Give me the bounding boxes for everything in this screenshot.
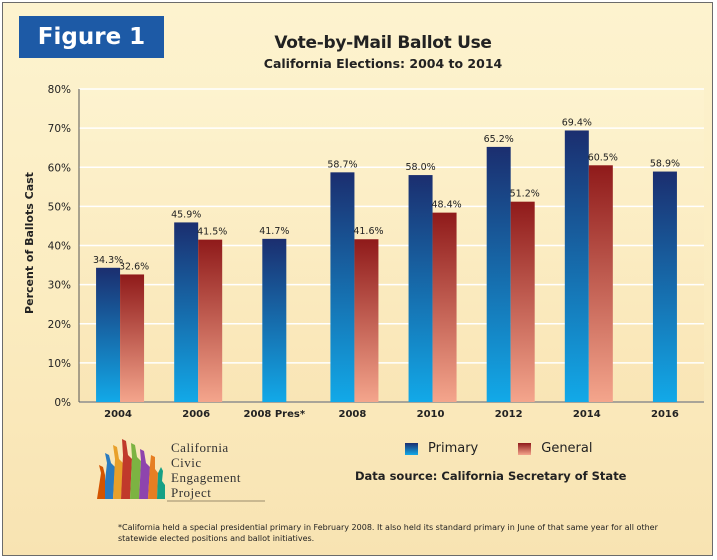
bar-general-2008 [354, 239, 379, 402]
data-label-general: 51.2% [510, 189, 540, 200]
x-tick-label: 2010 [417, 409, 445, 420]
data-label-general: 41.5% [197, 227, 227, 238]
x-tick-label: 2006 [182, 409, 210, 420]
footnote: *California held a special presidential … [118, 523, 658, 543]
data-label-primary: 65.2% [484, 134, 514, 145]
y-tick-label: 70% [48, 123, 71, 135]
legend-label-primary: Primary [428, 441, 479, 456]
x-tick-label: 2008 Pres* [244, 409, 306, 420]
y-tick-label: 40% [48, 241, 71, 253]
y-tick-label: 30% [48, 280, 71, 292]
y-tick-label: 60% [48, 162, 71, 174]
bar-primary-2010 [408, 175, 433, 402]
bar-primary-2004 [96, 267, 121, 402]
data-label-general: 32.6% [119, 261, 149, 272]
x-tick-label: 2008 [339, 409, 367, 420]
y-tick-label: 50% [48, 201, 71, 213]
legend: Primary General [405, 441, 592, 456]
logo-text: California Civic Engagement Project [171, 440, 241, 500]
y-tick-label: 10% [48, 358, 71, 370]
data-label-primary: 34.3% [93, 255, 123, 266]
logo-line-1: California [171, 440, 229, 455]
bar-primary-2008 Pres* [262, 238, 287, 402]
bar-general-2004 [120, 274, 145, 402]
y-tick-label: 0% [54, 397, 71, 409]
data-label-primary: 58.0% [405, 162, 435, 173]
legend-item-general: General [518, 441, 592, 456]
y-axis-label: Percent of Ballots Cast [23, 172, 36, 314]
bar-primary-2006 [174, 222, 199, 402]
legend-swatch-primary [405, 442, 418, 455]
x-tick-label: 2014 [573, 409, 601, 420]
legend-item-primary: Primary [405, 441, 478, 456]
legend-swatch-general [518, 442, 532, 455]
bar-primary-2008 [330, 172, 355, 402]
x-tick-label: 2004 [104, 409, 132, 420]
y-tick-label: 80% [48, 84, 71, 96]
data-label-primary: 58.9% [650, 159, 680, 170]
legend-label-general: General [541, 441, 593, 456]
logo-line-2: Civic [171, 455, 202, 470]
bar-general-2014 [588, 165, 613, 402]
data-label-general: 41.6% [353, 226, 383, 237]
bar-primary-2014 [564, 130, 589, 402]
civic-engagement-logo [97, 439, 265, 502]
bar-primary-2016 [652, 171, 677, 402]
bar-chart: 0% 10% 20% 30% 40% 50% 60% 70% 80% 34.3%32.6% 2004… [23, 84, 704, 420]
bar-primary-2012 [486, 146, 511, 402]
logo-line-3: Engagement [171, 470, 241, 485]
data-label-general: 60.5% [588, 152, 618, 163]
bar-general-2010 [432, 212, 457, 402]
y-tick-label: 20% [48, 319, 71, 331]
data-label-general: 48.4% [431, 200, 461, 211]
bar-general-2006 [198, 239, 223, 402]
logo-line-4: Project [171, 485, 212, 500]
x-tick-label: 2012 [495, 409, 523, 420]
data-label-primary: 58.7% [327, 159, 357, 170]
data-source-note: Data source: California Secretary of Sta… [355, 469, 627, 483]
chart-subtitle: California Elections: 2004 to 2014 [263, 56, 503, 71]
data-label-primary: 69.4% [562, 117, 592, 128]
x-tick-label: 2016 [651, 409, 679, 420]
data-label-primary: 45.9% [171, 209, 201, 220]
figure-label: Figure 1 [19, 16, 164, 58]
bar-general-2012 [510, 201, 535, 402]
chart-title: Vote-by-Mail Ballot Use [274, 33, 492, 53]
data-label-primary: 41.7% [259, 226, 289, 237]
